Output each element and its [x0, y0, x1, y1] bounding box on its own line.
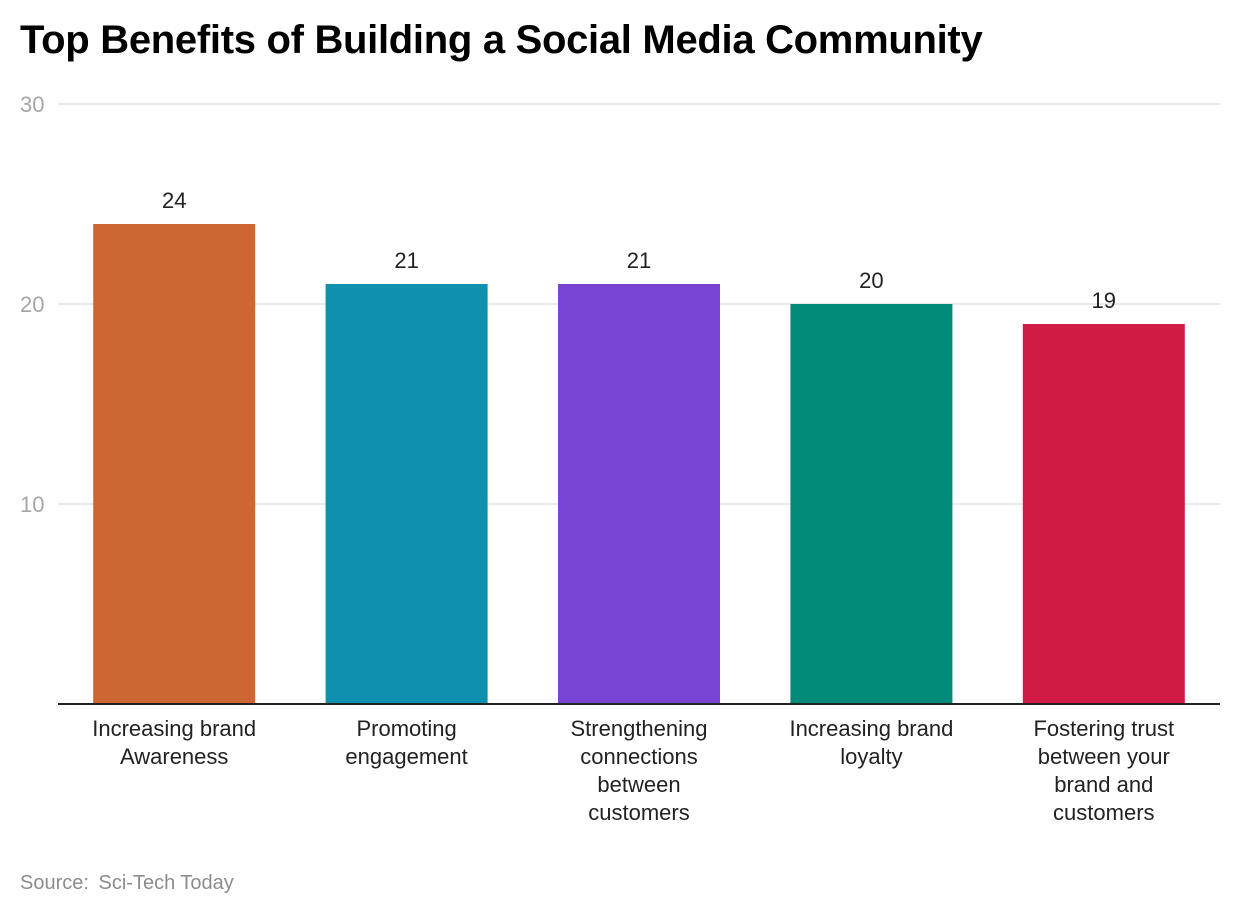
source-note: Source: Sci-Tech Today: [20, 872, 238, 895]
bar: [558, 284, 720, 704]
data-label: 24: [162, 188, 186, 213]
y-tick-label: 30: [20, 92, 44, 117]
x-tick-label: Increasing brand Awareness: [92, 716, 256, 769]
y-tick-label: 20: [20, 292, 44, 317]
x-tick-label: Fostering trust between your brand and cust…: [1033, 716, 1174, 825]
chart-title: Top Benefits of Building a Social Media …: [20, 18, 983, 62]
data-label: 21: [627, 248, 651, 273]
data-label: 20: [859, 268, 883, 293]
source-value: Sci-Tech Today: [98, 872, 234, 894]
data-label: 19: [1092, 288, 1116, 313]
bar: [790, 304, 953, 704]
bar: [1022, 324, 1185, 704]
data-label: 21: [394, 248, 418, 273]
x-tick-label: Promoting engagement: [345, 716, 467, 769]
bar: [325, 284, 488, 704]
x-tick-label: Increasing brand loyalty: [789, 716, 953, 769]
bar: [93, 224, 256, 704]
x-tick-label: Strengthening connections between customers: [571, 716, 708, 825]
source-label: Source:: [20, 872, 89, 894]
y-tick-label: 10: [20, 492, 44, 517]
